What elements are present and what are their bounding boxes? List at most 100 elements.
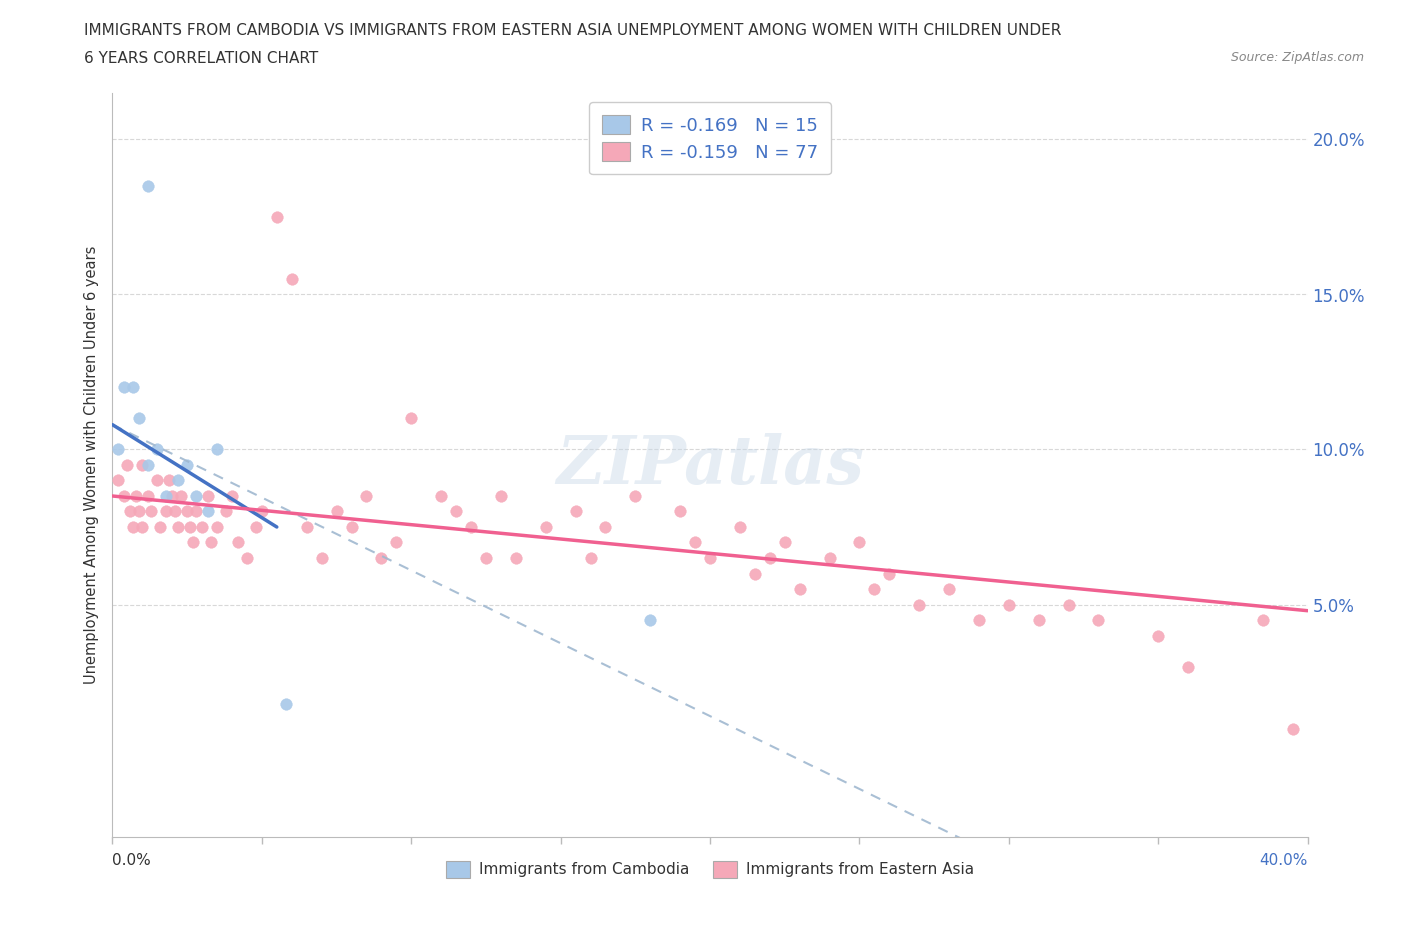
Point bbox=[155, 504, 177, 519]
Text: 6 YEARS CORRELATION CHART: 6 YEARS CORRELATION CHART bbox=[84, 51, 319, 66]
Point bbox=[1147, 628, 1170, 643]
Point bbox=[728, 520, 751, 535]
Point bbox=[295, 520, 318, 535]
Point bbox=[167, 473, 190, 488]
Point bbox=[274, 697, 297, 711]
Point bbox=[179, 520, 201, 535]
Point bbox=[138, 458, 160, 472]
Point bbox=[176, 504, 198, 519]
Point bbox=[579, 551, 602, 565]
Point bbox=[489, 488, 512, 503]
Point bbox=[534, 520, 557, 535]
Point bbox=[460, 520, 482, 535]
Point bbox=[818, 551, 841, 565]
Point bbox=[138, 179, 160, 193]
Point bbox=[908, 597, 931, 612]
Point bbox=[683, 535, 706, 550]
Point bbox=[128, 504, 150, 519]
Point bbox=[131, 520, 153, 535]
Point bbox=[789, 581, 811, 596]
Point bbox=[245, 520, 267, 535]
Point bbox=[120, 504, 142, 519]
Point bbox=[186, 504, 208, 519]
Point bbox=[325, 504, 347, 519]
Point bbox=[114, 488, 135, 503]
Point bbox=[141, 504, 163, 519]
Point bbox=[998, 597, 1021, 612]
Point bbox=[669, 504, 692, 519]
Point bbox=[215, 504, 238, 519]
Point bbox=[879, 566, 901, 581]
Point bbox=[385, 535, 408, 550]
Point bbox=[1028, 613, 1050, 628]
Text: 0.0%: 0.0% bbox=[112, 853, 152, 868]
Point bbox=[107, 473, 129, 488]
Point bbox=[157, 473, 180, 488]
Text: 40.0%: 40.0% bbox=[1260, 853, 1308, 868]
Point bbox=[1251, 613, 1274, 628]
Point bbox=[197, 504, 219, 519]
Point bbox=[505, 551, 527, 565]
Legend: Immigrants from Cambodia, Immigrants from Eastern Asia: Immigrants from Cambodia, Immigrants fro… bbox=[439, 853, 981, 885]
Point bbox=[200, 535, 222, 550]
Point bbox=[444, 504, 467, 519]
Point bbox=[967, 613, 990, 628]
Point bbox=[146, 442, 169, 457]
Point bbox=[340, 520, 363, 535]
Point bbox=[122, 380, 145, 395]
Point bbox=[699, 551, 721, 565]
Point bbox=[146, 473, 169, 488]
Point bbox=[221, 488, 243, 503]
Point bbox=[1177, 659, 1199, 674]
Point bbox=[311, 551, 333, 565]
Point bbox=[167, 520, 190, 535]
Point bbox=[640, 613, 662, 628]
Y-axis label: Unemployment Among Women with Children Under 6 years: Unemployment Among Women with Children U… bbox=[84, 246, 100, 684]
Point bbox=[744, 566, 766, 581]
Point bbox=[759, 551, 782, 565]
Point bbox=[181, 535, 204, 550]
Point bbox=[370, 551, 392, 565]
Point bbox=[773, 535, 796, 550]
Point bbox=[176, 458, 198, 472]
Point bbox=[186, 488, 208, 503]
Point bbox=[128, 411, 150, 426]
Point bbox=[475, 551, 498, 565]
Point bbox=[138, 488, 160, 503]
Point bbox=[197, 488, 219, 503]
Point bbox=[149, 520, 172, 535]
Point bbox=[863, 581, 886, 596]
Point bbox=[226, 535, 249, 550]
Point bbox=[155, 488, 177, 503]
Point bbox=[131, 458, 153, 472]
Text: IMMIGRANTS FROM CAMBODIA VS IMMIGRANTS FROM EASTERN ASIA UNEMPLOYMENT AMONG WOME: IMMIGRANTS FROM CAMBODIA VS IMMIGRANTS F… bbox=[84, 23, 1062, 38]
Point bbox=[162, 488, 183, 503]
Point bbox=[281, 272, 304, 286]
Point bbox=[1057, 597, 1080, 612]
Point bbox=[250, 504, 273, 519]
Point bbox=[430, 488, 453, 503]
Point bbox=[564, 504, 586, 519]
Point bbox=[401, 411, 423, 426]
Point bbox=[356, 488, 378, 503]
Point bbox=[848, 535, 870, 550]
Point bbox=[205, 520, 228, 535]
Point bbox=[624, 488, 647, 503]
Point bbox=[595, 520, 617, 535]
Text: Source: ZipAtlas.com: Source: ZipAtlas.com bbox=[1230, 51, 1364, 64]
Point bbox=[114, 380, 135, 395]
Point bbox=[107, 442, 129, 457]
Point bbox=[191, 520, 214, 535]
Point bbox=[125, 488, 148, 503]
Point bbox=[122, 520, 145, 535]
Point bbox=[1087, 613, 1109, 628]
Point bbox=[205, 442, 228, 457]
Point bbox=[938, 581, 960, 596]
Point bbox=[266, 209, 288, 224]
Point bbox=[170, 488, 193, 503]
Point bbox=[236, 551, 259, 565]
Point bbox=[165, 504, 187, 519]
Point bbox=[1281, 721, 1303, 736]
Point bbox=[117, 458, 139, 472]
Text: ZIPatlas: ZIPatlas bbox=[557, 432, 863, 498]
